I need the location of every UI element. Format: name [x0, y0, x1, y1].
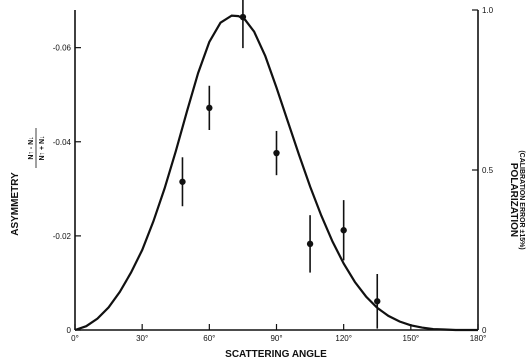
- x-tick-label: 150°: [403, 334, 420, 343]
- data-point: [374, 298, 381, 305]
- y-axis-label: ASYMMETRY: [10, 172, 21, 236]
- x-tick-label: 0°: [71, 334, 79, 343]
- data-point: [239, 13, 247, 21]
- x-tick-label: 30°: [136, 334, 148, 343]
- data-point: [179, 178, 186, 185]
- data-point: [306, 240, 314, 248]
- x-tick-label: 180°: [470, 334, 487, 343]
- data-points: [179, 0, 381, 329]
- y-tick-label: 0: [67, 326, 72, 335]
- y-axis-ticks: 0 -0.02 -0.04 -0.06: [53, 44, 81, 335]
- y2-axis-label: POLARIZATION: [508, 163, 519, 237]
- y2-tick-label: 0.5: [482, 166, 494, 175]
- x-tick-label: 60°: [203, 334, 215, 343]
- theory-curve: [74, 14, 478, 332]
- y2-tick-label: 0: [482, 326, 487, 335]
- data-point: [273, 149, 280, 157]
- data-point: [206, 104, 213, 112]
- formula-numerator: N↑ - N↓: [28, 136, 35, 159]
- x-axis-label: SCATTERING ANGLE: [225, 349, 327, 360]
- y-tick-label: -0.06: [53, 44, 72, 53]
- x-tick-label: 120°: [335, 334, 352, 343]
- y-tick-label: -0.04: [53, 138, 72, 147]
- formula-denominator: N↑ + N↓: [39, 135, 46, 160]
- y-axis-formula: N↑ - N↓ N↑ + N↓: [28, 128, 46, 168]
- y-tick-label: -0.02: [53, 232, 72, 241]
- x-tick-label: 90°: [270, 334, 282, 343]
- data-point: [340, 227, 347, 234]
- y2-axis-sublabel: (CALIBRATION ERROR ±15%): [518, 150, 525, 249]
- y2-tick-label: 1.0: [482, 6, 494, 15]
- y2-axis-ticks: 0 0.5 1.0: [472, 6, 494, 335]
